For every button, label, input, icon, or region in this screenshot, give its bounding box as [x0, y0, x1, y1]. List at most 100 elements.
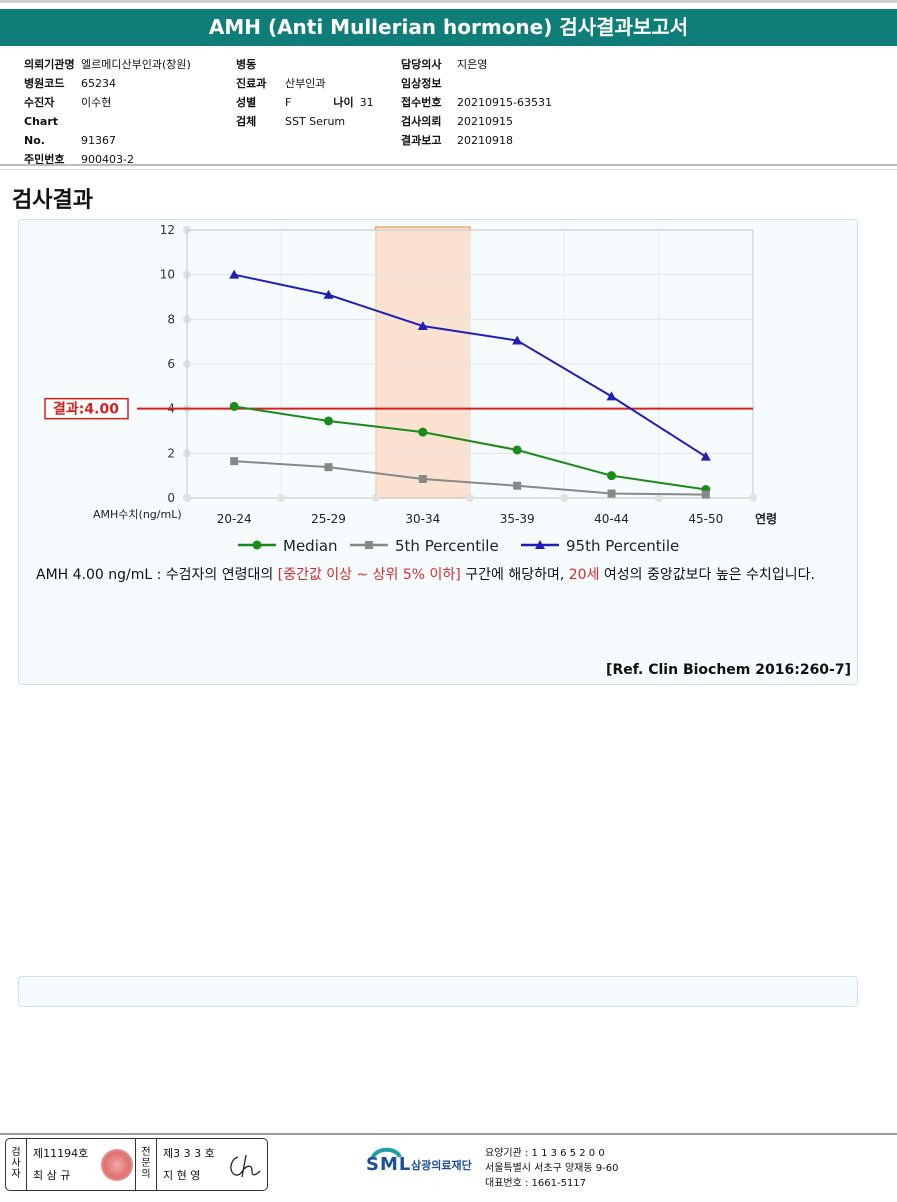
series-line-5th-percentile	[234, 460, 706, 496]
result-label: 결과:4.00	[53, 401, 119, 418]
x-tick-label: 40-44	[594, 512, 629, 526]
value-resident-no: 900403-2	[81, 153, 134, 166]
p5-point	[701, 490, 710, 499]
value-doctor: 지은영	[457, 58, 488, 71]
x-tick-label: 30-34	[405, 512, 440, 526]
highlight-age-band	[375, 226, 471, 499]
p95-point	[535, 540, 545, 549]
y-tick-label: 2	[167, 446, 175, 460]
value-institution: 엘르메디산부인과(창원)	[81, 58, 191, 71]
x-tick-marker	[560, 494, 569, 502]
x-tick-label: 20-24	[217, 512, 252, 526]
remarks-box	[18, 976, 858, 1007]
label-ward: 병동	[236, 58, 257, 71]
value-patient: 이수현	[81, 96, 112, 109]
p95-point	[606, 391, 617, 401]
value-sex: F	[285, 96, 292, 109]
label-institution: 의뢰기관명	[24, 58, 75, 71]
label-resident-no: 주민번호	[24, 153, 65, 166]
legend-label: Median	[283, 537, 338, 555]
comment-highlight-age: 20세	[568, 567, 600, 583]
patient-info-col2: 병동 진료과 산부인과 성별 F 나이 31 검체 SST Serum	[236, 55, 374, 131]
value-report-date: 20210918	[457, 134, 513, 147]
section-title: 검사결과	[12, 188, 93, 213]
p5-point	[230, 457, 239, 466]
y-tick-label: 8	[167, 312, 175, 326]
p5-point	[324, 463, 333, 472]
label-clinical-info: 임상정보	[401, 77, 442, 90]
x-tick-marker	[277, 494, 286, 502]
label-request-date: 검사의뢰	[401, 115, 442, 128]
y-tick-label: 10	[160, 268, 175, 282]
doctor-signature-icon	[230, 1154, 261, 1178]
inspector-no: 제11194호	[33, 1147, 89, 1160]
comment-text-2: 구간에 해당하며,	[460, 567, 569, 583]
x-tick-marker	[371, 494, 380, 502]
legend-label: 95th Percentile	[566, 537, 679, 555]
x-tick-label: 35-39	[500, 512, 535, 526]
value-chart-no: 91367	[81, 134, 116, 147]
label-chart-no: Chart No.	[24, 115, 59, 147]
sml-logo-icon	[370, 1147, 402, 1160]
header-divider	[0, 164, 897, 166]
logo-name: 삼광의료재단	[411, 1159, 472, 1172]
footer-divider	[0, 1133, 897, 1135]
sign-divider-3	[156, 1139, 157, 1190]
legend-label: 5th Percentile	[395, 537, 499, 555]
value-receipt-no: 20210915-63531	[457, 96, 552, 109]
header-divider-2	[0, 169, 897, 170]
label-specimen: 검체	[236, 115, 257, 128]
x-tick-label: 25-29	[311, 512, 346, 526]
median-point	[229, 401, 239, 411]
doctor-name: 지 현 영	[163, 1169, 201, 1182]
reference: [Ref. Clin Biochem 2016:260-7]	[606, 662, 851, 678]
comment-text-3: 여성의 중앙값보다 높은 수치입니다.	[599, 567, 815, 583]
institution-code: 요양기관 : 1 1 3 6 5 2 0 0	[485, 1148, 605, 1159]
p5-point	[365, 541, 373, 549]
institution-street: 서울특별시 서초구 양재동 9-60	[485, 1163, 619, 1174]
comment-highlight-range: [중간값 이상 ~ 상위 5% 이하]	[277, 567, 461, 583]
comment-text-1: AMH 4.00 ng/mL : 수검자의 연령대의	[36, 567, 278, 583]
label-age: 나이	[333, 96, 354, 109]
p95-point	[229, 269, 240, 279]
x-tick-marker	[183, 494, 191, 502]
median-point	[512, 445, 522, 455]
institution-phone: 대표번호 : 1661-5117	[485, 1178, 587, 1189]
y-axis-label: AMH수치(ng/mL)	[93, 508, 182, 521]
series-line-95th-percentile	[233, 273, 707, 458]
value-department: 산부인과	[285, 77, 326, 90]
amh-chart: 02468101220-2425-2930-3435-3940-4445-50연…	[44, 223, 777, 555]
x-tick-marker	[466, 494, 474, 502]
median-point	[324, 416, 333, 426]
x-tick-marker	[654, 494, 663, 502]
label-receipt-no: 접수번호	[401, 96, 442, 109]
sign-divider-1	[26, 1139, 27, 1190]
p95-point	[417, 321, 428, 331]
p95-point	[512, 335, 523, 345]
label-patient: 수진자	[24, 96, 55, 109]
value-age: 31	[359, 96, 374, 109]
sign-divider-2	[135, 1139, 136, 1190]
label-report-date: 결과보고	[401, 134, 442, 147]
p95-point	[700, 451, 711, 461]
patient-info-col3: 담당의사 지은영 임상정보 접수번호 20210915-63531 검사의뢰 2021…	[401, 55, 552, 150]
series-line-median	[234, 405, 706, 491]
p5-point	[607, 489, 616, 498]
median-point	[607, 471, 616, 481]
inspector-seal	[101, 1149, 133, 1181]
label-sex: 성별	[236, 96, 257, 109]
p95-point	[323, 289, 334, 299]
value-request-date: 20210915	[457, 115, 513, 128]
label-department: 진료과	[236, 77, 267, 90]
p5-point	[418, 475, 427, 484]
patient-info-col1: 의뢰기관명 엘르메디산부인과(창원) 병원코드 65234 수진자 이수현 Chart…	[24, 55, 191, 169]
x-axis-suffix: 연령	[755, 511, 777, 526]
y-tick-label: 0	[167, 491, 175, 505]
label-hospital-code: 병원코드	[24, 77, 65, 90]
value-specimen: SST Serum	[285, 115, 346, 128]
result-comment: AMH 4.00 ng/mL : 수검자의 연령대의 [중간값 이상 ~ 상위 …	[36, 565, 864, 586]
y-tick-label: 6	[167, 357, 175, 371]
